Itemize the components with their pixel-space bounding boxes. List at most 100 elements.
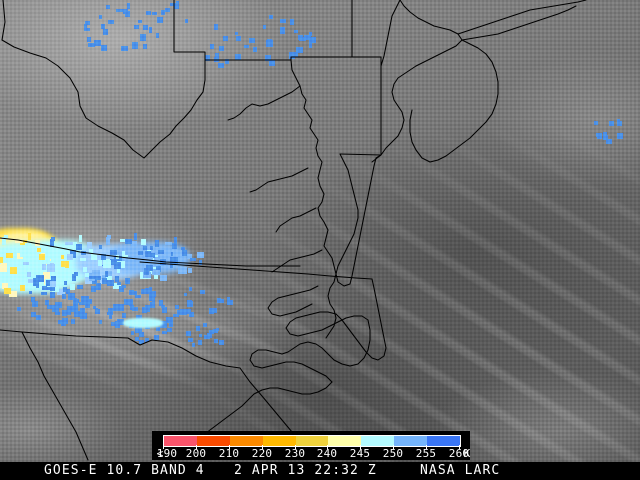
cold-cloud-pixel-core xyxy=(161,305,165,308)
cold-cloud-pixel-core xyxy=(76,244,82,250)
coastline-chesapeake-bay-west xyxy=(291,60,336,338)
border-virginia-north xyxy=(0,238,300,266)
cold-cloud-pixel-core xyxy=(106,276,112,282)
cold-cloud-pixel-north xyxy=(235,32,238,35)
cold-cloud-pixel-north xyxy=(294,30,298,33)
cold-cloud-pixel-south xyxy=(73,308,78,312)
cold-cloud-pixel-north xyxy=(106,5,110,9)
cold-cloud-pixel-core xyxy=(117,261,125,268)
cold-cloud-pixel-core xyxy=(35,240,40,246)
cold-cloud-pixel-core xyxy=(48,263,54,270)
colorbar-tick xyxy=(196,445,197,449)
colorbar-label-250: 250 xyxy=(382,447,404,460)
cold-cloud-pixel-core xyxy=(65,242,73,245)
cold-cloud-pixel-core xyxy=(20,240,27,245)
cold-cloud-pixel-north xyxy=(265,55,271,61)
cold-cloud-pixel-core xyxy=(55,258,63,264)
cold-cloud-pixel-core xyxy=(108,308,113,312)
cold-cloud-pixel-core xyxy=(36,275,44,282)
cold-cloud-pixel-north xyxy=(157,17,163,23)
cold-cloud-pixel-core xyxy=(24,255,29,259)
cold-cloud-pixel-core xyxy=(197,252,204,258)
cold-cloud-pixel-south xyxy=(205,335,210,339)
cold-cloud-pixel-south xyxy=(186,331,191,336)
cold-cloud-pixel-north xyxy=(296,47,303,53)
cold-cloud-pixel-south xyxy=(67,310,71,315)
cold-cloud-pixel-northeast xyxy=(603,135,608,140)
cold-cloud-pixel-core xyxy=(150,246,153,250)
colorbar-label-255: 255 xyxy=(415,447,437,460)
cold-cloud-pixel-south xyxy=(131,331,134,335)
cold-cloud-pixel-core xyxy=(36,284,39,288)
cold-cloud-pixel-core xyxy=(0,264,7,272)
cold-cloud-pixel-north xyxy=(249,38,255,43)
cold-cloud-pixel-core xyxy=(122,313,126,318)
cold-cloud-pixel-core xyxy=(31,297,35,302)
cold-cloud-pixel-core xyxy=(110,250,117,255)
cold-cloud-pixel-core xyxy=(74,311,80,317)
cold-cloud-pixel-core xyxy=(218,299,224,303)
cold-cloud-pixel-core xyxy=(149,296,152,301)
cold-cloud-pixel-north xyxy=(138,20,142,23)
cold-cloud-pixel-core xyxy=(211,308,217,313)
cold-cloud-pixel-core xyxy=(170,263,173,268)
cold-cloud-pixel-core xyxy=(43,272,50,279)
cold-cloud-pixel-core xyxy=(46,280,53,286)
cold-cloud-pixel-north xyxy=(125,11,130,17)
cold-cloud-pixel-core xyxy=(155,240,159,247)
cold-cloud-pixel-north xyxy=(280,19,286,23)
cold-cloud-pixel-core xyxy=(66,289,70,294)
cold-cloud-pixel-core xyxy=(96,283,101,290)
cold-cloud-pixel-northeast xyxy=(603,132,607,137)
temperature-colorbar-panel: <190 200 210 220 230 240 245 250 255 260 K xyxy=(152,431,470,460)
cold-cloud-pixel-core xyxy=(50,239,54,247)
border-ohio-pennsylvania xyxy=(174,0,205,60)
cold-cloud-pixel-north xyxy=(116,9,123,12)
cold-cloud-pixel-core xyxy=(47,305,54,309)
cold-cloud-pixel-core xyxy=(107,271,112,277)
cold-cloud-pixel-core xyxy=(120,239,128,242)
cold-cloud-pixel-core xyxy=(132,307,138,311)
cold-cloud-pixel-core xyxy=(152,297,155,303)
cold-cloud-pixel-core xyxy=(199,260,202,265)
cold-cloud-pixel-core xyxy=(182,250,187,256)
cold-cloud-pixel-core xyxy=(28,279,36,283)
cold-cloud-pixel-core xyxy=(59,256,67,262)
annotation-source: NASA LARC xyxy=(420,463,501,478)
border-northcarolina-southcarolina xyxy=(0,330,240,368)
cold-cloud-pixel-core xyxy=(2,283,8,289)
cold-cloud-pixel-core xyxy=(80,313,87,319)
cold-cloud-pixel-core xyxy=(73,298,77,303)
border-delaware-west xyxy=(372,57,381,162)
cold-cloud-pixel-core xyxy=(72,274,76,281)
cold-cloud-pixel-north xyxy=(298,35,303,40)
cold-cloud-pixel-core xyxy=(83,267,87,272)
cold-cloud-pixel-core xyxy=(122,285,126,288)
colorbar-tick xyxy=(229,445,230,449)
cold-cloud-pixel-south xyxy=(209,330,214,334)
coastline-york-river xyxy=(276,208,316,232)
cold-cloud-pixel-north xyxy=(143,44,147,49)
cold-cloud-pixel-south xyxy=(192,343,195,347)
cold-cloud-pixel-core xyxy=(149,291,156,297)
cold-cloud-pixel-core xyxy=(64,281,67,285)
cold-cloud-pixel-north xyxy=(210,44,214,49)
cold-cloud-pixel-north xyxy=(253,47,257,52)
cold-cloud-pixel-core xyxy=(86,296,89,300)
cold-cloud-pixel-core xyxy=(145,305,150,312)
cold-cloud-pixel-core xyxy=(151,253,155,258)
cold-cloud-pixel-north xyxy=(84,28,90,31)
cold-cloud-pixel-core xyxy=(89,249,93,253)
coastline-delaware-bay xyxy=(381,66,416,155)
coastline-long-island-south xyxy=(462,6,576,40)
border-maryland-delaware-south xyxy=(340,154,381,155)
cold-cloud-pixel-south xyxy=(135,337,139,341)
cold-cloud-pixel-core xyxy=(54,253,61,258)
cold-cloud-pixel-core xyxy=(95,276,101,280)
colorbar-label-210: 210 xyxy=(218,447,240,460)
cold-cloud-pixel-south xyxy=(71,319,75,324)
cold-cloud-pixel-core xyxy=(166,317,173,323)
